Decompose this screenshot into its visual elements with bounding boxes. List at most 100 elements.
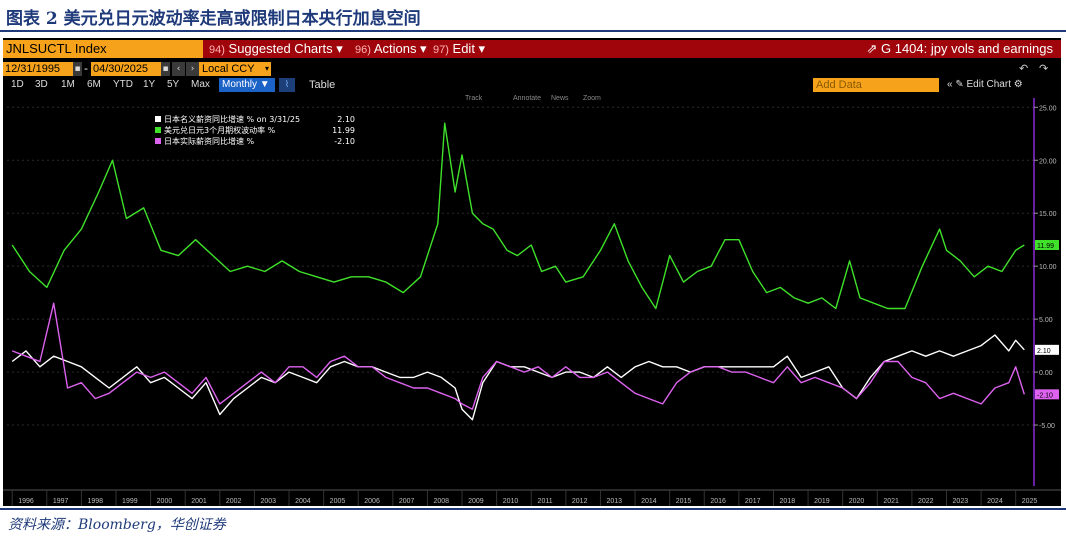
x-tick-label: 2005 xyxy=(330,498,346,505)
settings-icon: ⚙ xyxy=(1013,79,1023,90)
x-tick-label: 2020 xyxy=(849,498,865,505)
x-tick-label: 2010 xyxy=(503,498,519,505)
y-tick-label: -5.00 xyxy=(1039,423,1055,430)
period-ytd[interactable]: YTD xyxy=(113,79,133,90)
chevron-right-icon[interactable]: › xyxy=(186,62,199,76)
x-tick-label: 1996 xyxy=(18,498,34,505)
chevron-left-icon[interactable]: ‹ xyxy=(172,62,185,76)
x-tick-label: 2003 xyxy=(260,498,276,505)
x-tick-label: 2024 xyxy=(987,498,1003,505)
series-line xyxy=(11,122,1025,310)
last-value-label: 11.99 xyxy=(1037,243,1054,250)
x-tick-label: 2017 xyxy=(745,498,761,505)
x-tick-label: 2007 xyxy=(399,498,415,505)
x-tick-label: 2004 xyxy=(295,498,311,505)
date-range-bar: 12/31/1995 ▪ - 04/30/2025 ▪ ‹ › Local CC… xyxy=(3,62,1061,76)
start-date-field[interactable]: 12/31/1995 xyxy=(3,62,73,76)
pencil-icon: ✎ xyxy=(955,79,964,90)
calendar-icon[interactable]: ▪ xyxy=(73,62,82,76)
x-tick-label: 2023 xyxy=(953,498,969,505)
y-tick-label: 5.00 xyxy=(1039,317,1053,324)
line-chart-icon[interactable]: ⌇ xyxy=(279,78,295,92)
x-tick-label: 2014 xyxy=(641,498,657,505)
x-tick-label: 2008 xyxy=(433,498,449,505)
track-tool[interactable]: Track xyxy=(465,95,483,102)
x-tick-label: 2002 xyxy=(226,498,242,505)
period-max[interactable]: Max xyxy=(191,79,210,90)
bottom-divider xyxy=(0,508,1066,510)
bloomberg-terminal-panel: JNLSUCTL Index 94) Suggested Charts ▾ 96… xyxy=(3,38,1061,506)
edit-chart-label: Edit Chart xyxy=(966,79,1011,90)
undo-icon[interactable]: ↶ xyxy=(1019,62,1029,75)
menu-num: 94) xyxy=(209,44,225,56)
y-tick-label: 10.00 xyxy=(1039,264,1057,271)
currency-value: Local CCY xyxy=(202,63,255,75)
last-value-tag xyxy=(1035,344,1059,355)
x-tick-label: 2016 xyxy=(710,498,726,505)
ticker-field[interactable]: JNLSUCTL Index xyxy=(3,40,203,58)
legend-swatch xyxy=(155,116,161,122)
menu-label: Actions ▾ xyxy=(373,41,427,56)
external-link-icon: ⇗ xyxy=(866,41,878,56)
x-tick-label: 2015 xyxy=(676,498,692,505)
period-1d[interactable]: 1D xyxy=(11,79,24,90)
frequency-select[interactable]: Monthly ▼ xyxy=(219,78,275,92)
x-tick-label: 2019 xyxy=(814,498,830,505)
menu-num: 97) xyxy=(433,44,449,56)
currency-select[interactable]: Local CCY ▾ xyxy=(199,62,271,76)
series-line xyxy=(11,302,1025,410)
x-tick-label: 2006 xyxy=(364,498,380,505)
legend-swatch xyxy=(155,138,161,144)
x-tick-label: 2011 xyxy=(538,498,553,505)
last-value-tag xyxy=(1035,239,1059,250)
period-1y[interactable]: 1Y xyxy=(143,79,156,90)
table-button[interactable]: Table xyxy=(309,79,336,91)
date-separator: - xyxy=(84,62,88,75)
title-divider xyxy=(0,30,1066,32)
graph-title[interactable]: ⇗ G 1404: jpy vols and earnings xyxy=(866,40,1053,58)
menu-edit[interactable]: 97) Edit ▾ xyxy=(433,40,485,58)
legend-value: 11.99 xyxy=(332,126,355,135)
edit-chart-button[interactable]: « ✎ Edit Chart ⚙ xyxy=(947,78,1023,92)
annotate-tool[interactable]: Annotate xyxy=(513,95,541,102)
graph-title-text: G 1404: jpy vols and earnings xyxy=(881,41,1053,56)
last-value-tag xyxy=(1035,389,1059,400)
add-data-input[interactable]: Add Data xyxy=(813,78,939,92)
x-tick-label: 2000 xyxy=(157,498,173,505)
x-tick-label: 2001 xyxy=(191,498,207,505)
calendar-icon[interactable]: ▪ xyxy=(161,62,170,76)
x-tick-label: 2012 xyxy=(572,498,588,505)
legend-value: -2.10 xyxy=(334,137,355,146)
period-5y[interactable]: 5Y xyxy=(167,79,180,90)
legend-swatch xyxy=(155,127,161,133)
figure-title: 图表 2 美元兑日元波动率走高或限制日本央行加息空间 xyxy=(6,9,421,29)
legend-value: 2.10 xyxy=(337,115,355,124)
last-value-label: -2.10 xyxy=(1037,392,1053,399)
y-tick-label: 0.00 xyxy=(1039,370,1053,377)
legend-text: 日本名义薪资同比增速 % on 3/31/25 xyxy=(164,114,300,124)
y-tick-label: 15.00 xyxy=(1039,211,1057,218)
double-chevron-left-icon: « xyxy=(947,79,953,90)
x-tick-label: 1997 xyxy=(53,498,69,505)
x-tick-label: 2022 xyxy=(918,498,934,505)
x-tick-label: 2009 xyxy=(468,498,484,505)
news-tool[interactable]: News xyxy=(551,95,569,102)
menu-actions[interactable]: 96) Actions ▾ xyxy=(355,40,427,58)
menu-suggested-charts[interactable]: 94) Suggested Charts ▾ xyxy=(209,40,343,58)
period-3d[interactable]: 3D xyxy=(35,79,48,90)
series-line xyxy=(11,334,1025,421)
period-6m[interactable]: 6M xyxy=(87,79,101,90)
chevron-down-icon: ▾ xyxy=(264,64,269,73)
period-toolbar: 1D 3D 1M 6M YTD 1Y 5Y Max Monthly ▼ ⌇ Ta… xyxy=(3,78,1061,92)
menu-label: Suggested Charts ▾ xyxy=(228,41,343,56)
period-1m[interactable]: 1M xyxy=(61,79,75,90)
chart-toolbar[interactable]: Track Annotate News Zoom xyxy=(465,95,601,102)
zoom-tool[interactable]: Zoom xyxy=(583,95,601,102)
legend-text: 日本实际薪资同比增速 % xyxy=(164,136,255,146)
end-date-field[interactable]: 04/30/2025 xyxy=(91,62,161,76)
chart-area[interactable]: Track Annotate News Zoom 25.00 20.00 15.00… xyxy=(3,38,1061,506)
menu-label: Edit ▾ xyxy=(452,41,486,56)
x-tick-label: 1999 xyxy=(122,498,138,505)
redo-icon[interactable]: ↷ xyxy=(1039,62,1049,75)
x-tick-label: 1998 xyxy=(87,498,103,505)
